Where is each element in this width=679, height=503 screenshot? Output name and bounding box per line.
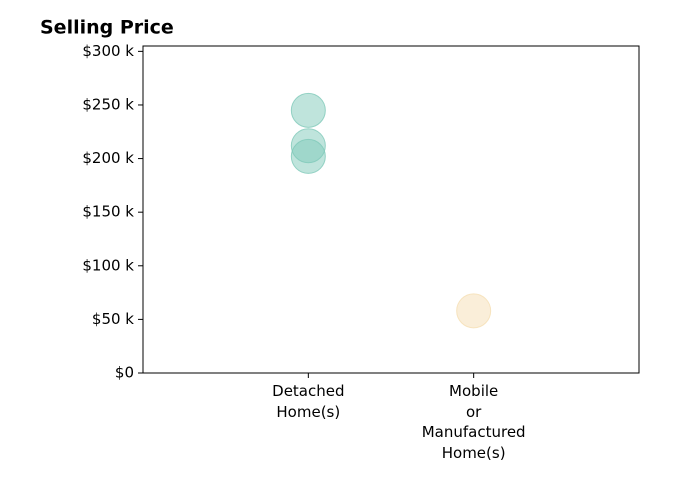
chart-title: Selling Price: [40, 17, 174, 39]
point: [290, 92, 326, 128]
x-tick-label: Detached Home(s): [272, 382, 345, 421]
y-tick-label: $0: [115, 364, 134, 382]
plot-frame: [142, 45, 640, 374]
y-tick-label: $150 k: [82, 203, 134, 221]
x-tick-label: Mobile or Manufactured Home(s): [421, 382, 526, 462]
point: [456, 293, 492, 329]
y-tick-label: $200 k: [82, 149, 134, 167]
y-tick-label: $300 k: [82, 42, 134, 60]
point: [290, 138, 326, 174]
y-tick-label: $50 k: [92, 310, 134, 328]
y-tick-label: $100 k: [82, 256, 134, 274]
y-tick-label: $250 k: [82, 95, 134, 113]
